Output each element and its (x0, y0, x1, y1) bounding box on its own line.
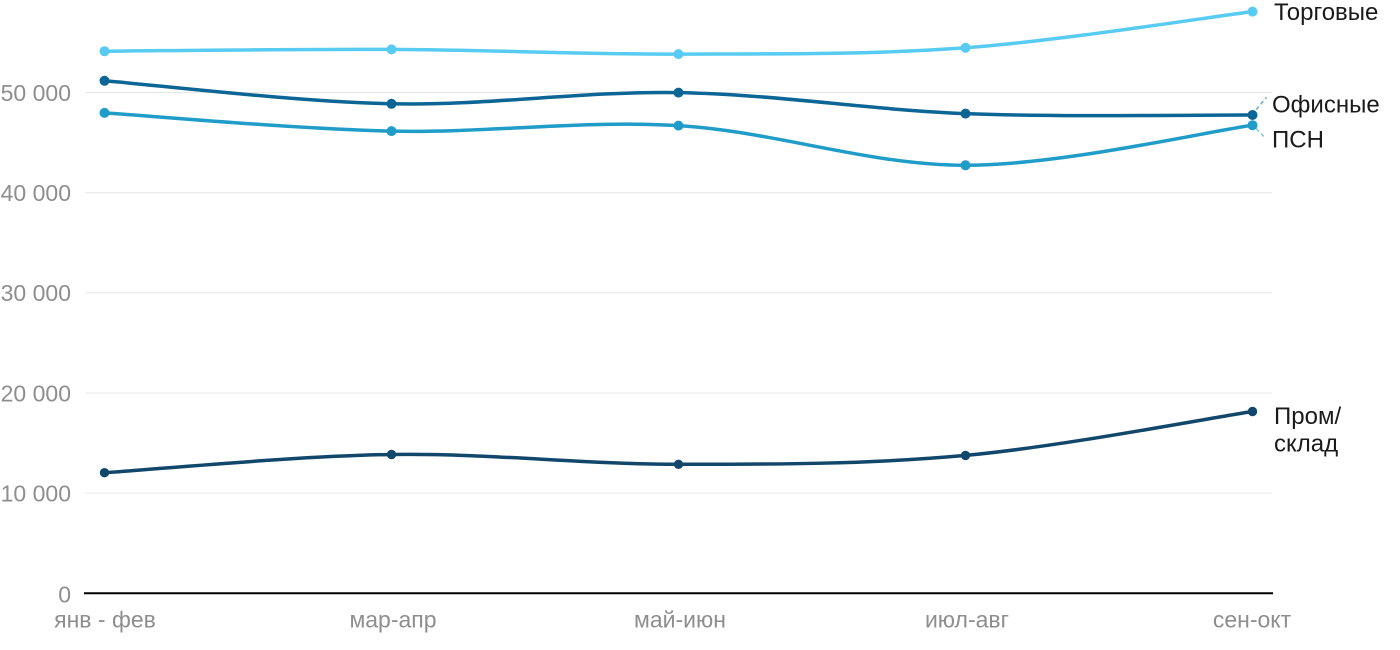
svg-text:июл-авг: июл-авг (925, 607, 1009, 633)
svg-text:40 000: 40 000 (1, 180, 71, 206)
svg-text:30 000: 30 000 (1, 280, 71, 306)
svg-text:ПСН: ПСН (1272, 127, 1324, 154)
svg-text:май-июн: май-июн (634, 607, 726, 633)
svg-text:Торговые: Торговые (1274, 0, 1378, 26)
svg-text:0: 0 (58, 582, 71, 608)
svg-text:10 000: 10 000 (1, 480, 71, 506)
svg-text:50 000: 50 000 (1, 80, 71, 106)
svg-text:мар-апр: мар-апр (349, 607, 436, 633)
svg-text:Офисные: Офисные (1272, 91, 1380, 118)
svg-text:сен-окт: сен-окт (1213, 607, 1292, 633)
svg-text:янв - фев: янв - фев (54, 607, 156, 633)
svg-text:склад: склад (1274, 431, 1338, 458)
svg-text:20 000: 20 000 (1, 380, 71, 406)
svg-text:Пром/: Пром/ (1274, 403, 1341, 430)
